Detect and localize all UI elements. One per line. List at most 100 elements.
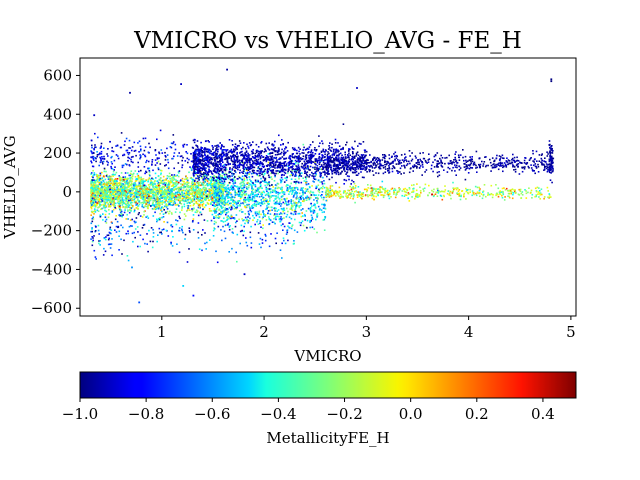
data-point xyxy=(294,202,297,205)
data-point xyxy=(96,177,99,180)
data-point xyxy=(313,204,315,207)
data-point xyxy=(226,201,229,204)
data-point xyxy=(293,147,296,150)
data-point xyxy=(148,197,150,199)
data-point xyxy=(256,187,259,190)
data-point xyxy=(156,190,159,193)
data-point xyxy=(160,194,162,196)
data-point xyxy=(242,146,244,149)
data-point xyxy=(298,192,301,195)
data-point xyxy=(244,206,247,209)
data-point xyxy=(254,200,256,203)
data-point xyxy=(103,201,106,204)
data-point xyxy=(174,198,177,201)
data-point xyxy=(289,185,291,188)
data-point xyxy=(207,195,210,197)
data-point xyxy=(110,196,113,198)
data-point xyxy=(147,178,150,181)
data-point xyxy=(172,185,174,187)
data-point xyxy=(214,175,216,178)
data-point xyxy=(221,211,224,213)
data-point xyxy=(165,196,167,198)
data-point xyxy=(129,199,132,201)
data-point xyxy=(138,196,140,198)
data-point xyxy=(215,176,218,178)
data-point xyxy=(133,185,135,188)
data-point xyxy=(250,181,253,183)
data-point xyxy=(224,198,227,201)
data-point xyxy=(103,203,106,206)
data-point xyxy=(113,205,115,207)
data-point xyxy=(237,200,240,202)
data-point xyxy=(212,163,215,165)
data-point xyxy=(115,182,118,184)
data-point xyxy=(232,187,235,189)
data-point xyxy=(149,198,151,201)
data-point xyxy=(322,166,324,168)
data-point xyxy=(217,177,220,179)
data-point xyxy=(183,200,186,203)
data-point xyxy=(226,208,228,211)
data-point xyxy=(132,205,134,207)
data-point xyxy=(96,203,98,205)
data-point xyxy=(309,196,312,199)
data-point xyxy=(196,186,199,189)
data-point xyxy=(305,157,308,160)
data-point xyxy=(262,224,264,226)
data-point xyxy=(259,157,262,160)
data-point xyxy=(292,162,294,165)
data-point xyxy=(320,164,323,166)
data-point xyxy=(105,187,107,189)
data-point xyxy=(147,200,149,202)
data-point xyxy=(323,211,325,213)
data-point xyxy=(160,201,162,204)
data-point xyxy=(150,190,153,193)
data-point xyxy=(139,191,141,194)
data-point xyxy=(177,198,179,201)
data-point xyxy=(264,148,266,150)
data-point xyxy=(260,213,262,216)
data-point xyxy=(262,190,265,193)
data-point xyxy=(220,183,223,186)
data-point xyxy=(285,151,287,154)
data-point xyxy=(140,190,142,193)
data-point xyxy=(295,198,298,200)
data-point xyxy=(94,205,97,207)
data-point xyxy=(276,182,279,185)
data-point xyxy=(266,165,268,167)
data-point xyxy=(192,208,195,211)
data-point xyxy=(207,150,209,153)
data-point xyxy=(96,193,99,195)
data-point xyxy=(313,154,315,157)
data-point xyxy=(262,176,265,179)
data-point xyxy=(168,212,170,215)
data-point xyxy=(92,199,94,202)
data-point xyxy=(262,216,264,218)
data-point xyxy=(256,213,259,215)
data-point xyxy=(106,187,108,190)
data-point xyxy=(192,173,195,175)
data-point xyxy=(184,192,187,195)
data-point xyxy=(213,200,216,202)
data-point xyxy=(188,171,190,174)
data-point xyxy=(240,184,243,187)
data-point xyxy=(334,171,337,174)
data-point xyxy=(215,191,218,194)
data-point xyxy=(259,164,261,167)
data-point xyxy=(163,186,165,189)
data-point xyxy=(225,211,228,214)
data-point xyxy=(222,149,225,151)
data-point xyxy=(343,183,345,185)
data-point xyxy=(281,165,283,167)
data-point xyxy=(191,181,193,183)
data-point xyxy=(98,206,100,208)
data-point xyxy=(152,201,154,204)
data-point xyxy=(307,159,309,162)
data-point xyxy=(200,155,202,157)
data-point xyxy=(170,195,172,197)
data-point xyxy=(309,209,312,211)
data-point xyxy=(344,170,346,173)
data-point xyxy=(169,200,171,202)
data-point xyxy=(178,191,181,194)
data-point xyxy=(110,182,113,184)
